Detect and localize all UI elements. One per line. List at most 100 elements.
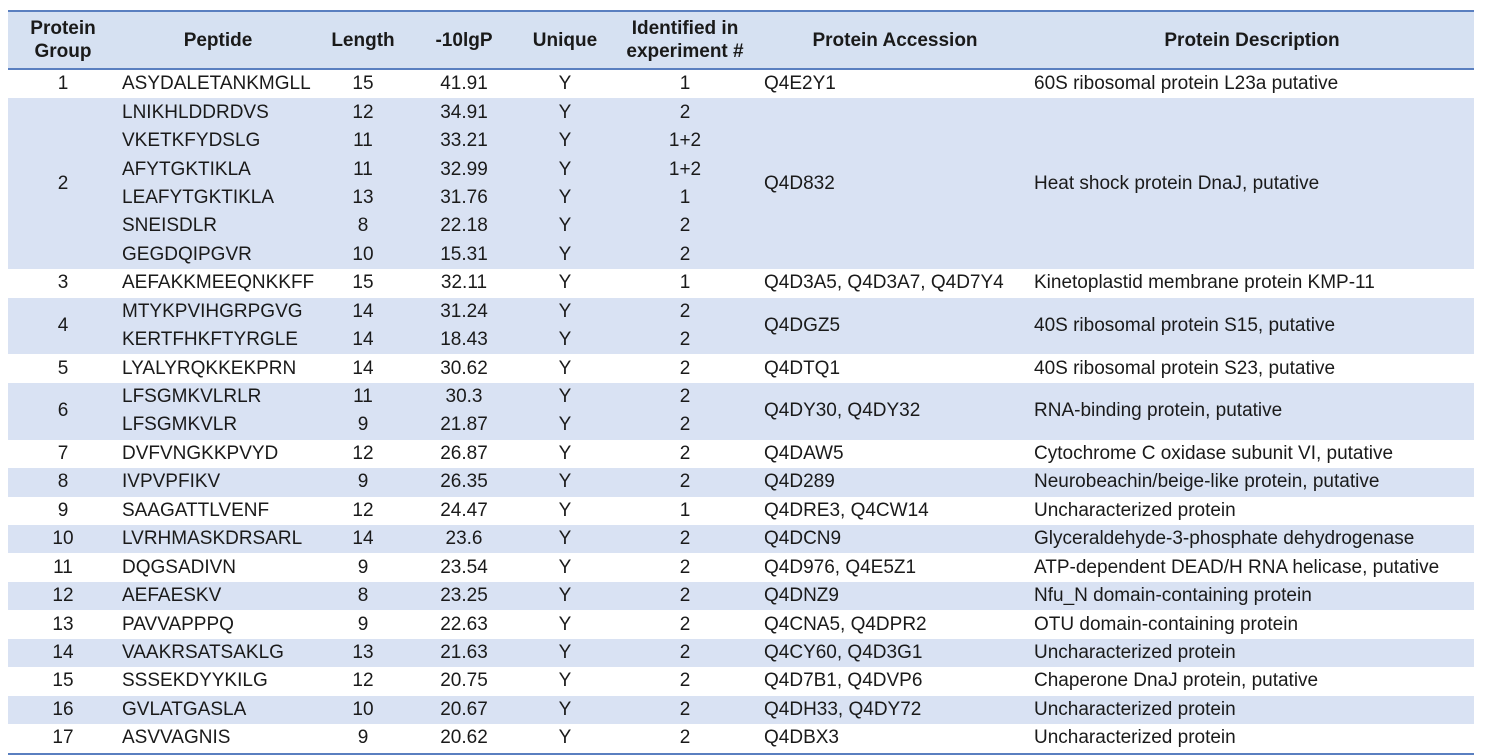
- unique-cell: Y: [520, 638, 610, 668]
- protein-group-cell: 13: [8, 610, 118, 639]
- score-cell: 32.99: [408, 155, 520, 184]
- score-cell: 34.91: [408, 98, 520, 127]
- unique-cell: Y: [520, 695, 610, 725]
- peptide-cell: GVLATGASLA: [118, 695, 318, 725]
- table-row: 5 LYALYRQKKEKPRN 14 30.62 Y 2 Q4DTQ1 40S riboso…: [8, 354, 1474, 383]
- table-row: 9 SAAGATTLVENF 12 24.47 Y 1 Q4DRE3, Q4CW14 Unch…: [8, 496, 1474, 525]
- protein-description-cell: Nfu_N domain-containing protein: [1030, 581, 1474, 611]
- protein-accession-cell: Q4CNA5, Q4DPR2: [760, 610, 1030, 639]
- header-protein-accession: Protein Accession: [760, 10, 1030, 70]
- length-cell: 8: [318, 212, 408, 241]
- table-row: 10 LVRHMASKDRSARL 14 23.6 Y 2 Q4DCN9 Glyceralde…: [8, 525, 1474, 554]
- header-experiment: Identified in experiment #: [610, 10, 760, 70]
- experiment-cell: 2: [610, 695, 760, 725]
- protein-group-cell: 3: [8, 269, 118, 298]
- header-protein-group: Protein Group: [8, 10, 118, 70]
- score-cell: 18.43: [408, 325, 520, 355]
- unique-cell: Y: [520, 439, 610, 469]
- score-cell: 20.75: [408, 667, 520, 696]
- header-peptide: Peptide: [118, 10, 318, 70]
- protein-group-cell: 7: [8, 439, 118, 469]
- peptide-cell: PAVVAPPPQ: [118, 610, 318, 639]
- table-row: 11 DQGSADIVN 9 23.54 Y 2 Q4D976, Q4E5Z1 ATP-dep…: [8, 553, 1474, 582]
- peptide-cell: ASYDALETANKMGLL: [118, 69, 318, 99]
- peptide-cell: LYALYRQKKEKPRN: [118, 354, 318, 383]
- unique-cell: Y: [520, 496, 610, 525]
- peptide-cell: DVFVNGKKPVYD: [118, 439, 318, 469]
- protein-accession-cell: Q4D7B1, Q4DVP6: [760, 667, 1030, 696]
- unique-cell: Y: [520, 183, 610, 213]
- protein-description-cell: Kinetoplastid membrane protein KMP-11: [1030, 269, 1474, 298]
- protein-group-cell: 2: [8, 98, 118, 270]
- experiment-cell: 2: [610, 667, 760, 696]
- table-row: 17 ASVVAGNIS 9 20.62 Y 2 Q4DBX3 Uncharacterized…: [8, 724, 1474, 755]
- protein-description-cell: Neurobeachin/beige-like protein, putativ…: [1030, 468, 1474, 497]
- protein-description-cell: Uncharacterized protein: [1030, 695, 1474, 725]
- unique-cell: Y: [520, 354, 610, 383]
- score-cell: 23.6: [408, 525, 520, 554]
- length-cell: 10: [318, 695, 408, 725]
- experiment-cell: 1: [610, 69, 760, 99]
- protein-group-cell: 6: [8, 382, 118, 440]
- protein-accession-cell: Q4DCN9: [760, 525, 1030, 554]
- protein-accession-cell: Q4DAW5: [760, 439, 1030, 469]
- table-row: 16 GVLATGASLA 10 20.67 Y 2 Q4DH33, Q4DY72 Uncha…: [8, 695, 1474, 725]
- experiment-cell: 2: [610, 610, 760, 639]
- unique-cell: Y: [520, 69, 610, 99]
- score-cell: 15.31: [408, 240, 520, 270]
- peptide-cell: GEGDQIPGVR: [118, 240, 318, 270]
- peptide-cell: VAAKRSATSAKLG: [118, 638, 318, 668]
- protein-description-cell: ATP-dependent DEAD/H RNA helicase, putat…: [1030, 553, 1474, 582]
- length-cell: 11: [318, 382, 408, 412]
- unique-cell: Y: [520, 212, 610, 241]
- table-row: LFSGMKVLR 9 21.87 Y 2: [8, 411, 1474, 440]
- unique-cell: Y: [520, 610, 610, 639]
- protein-accession-cell: Q4DY30, Q4DY32: [760, 382, 1030, 440]
- protein-description-cell: Chaperone DnaJ protein, putative: [1030, 667, 1474, 696]
- peptide-cell: KERTFHKFTYRGLE: [118, 325, 318, 355]
- length-cell: 14: [318, 297, 408, 326]
- unique-cell: Y: [520, 269, 610, 298]
- unique-cell: Y: [520, 325, 610, 355]
- unique-cell: Y: [520, 126, 610, 156]
- length-cell: 9: [318, 411, 408, 440]
- peptide-table: Protein Group Peptide Length -10lgP Uniq…: [8, 10, 1474, 755]
- score-cell: 30.3: [408, 382, 520, 412]
- protein-group-cell: 8: [8, 468, 118, 497]
- peptide-cell: SNEISDLR: [118, 212, 318, 241]
- table-header: Protein Group Peptide Length -10lgP Uniq…: [8, 10, 1474, 70]
- length-cell: 13: [318, 183, 408, 213]
- protein-description-cell: 60S ribosomal protein L23a putative: [1030, 69, 1474, 99]
- peptide-cell: MTYKPVIHGRPGVG: [118, 297, 318, 326]
- score-cell: 33.21: [408, 126, 520, 156]
- protein-description-cell: Uncharacterized protein: [1030, 638, 1474, 668]
- table-row: 12 AEFAESKV 8 23.25 Y 2 Q4DNZ9 Nfu_N domain-con…: [8, 581, 1474, 611]
- protein-group-cell: 11: [8, 553, 118, 582]
- peptide-cell: DQGSADIVN: [118, 553, 318, 582]
- length-cell: 12: [318, 439, 408, 469]
- experiment-cell: 2: [610, 325, 760, 355]
- unique-cell: Y: [520, 724, 610, 755]
- unique-cell: Y: [520, 667, 610, 696]
- score-cell: 32.11: [408, 269, 520, 298]
- experiment-cell: 2: [610, 638, 760, 668]
- table-row: 15 SSSEKDYYKILG 12 20.75 Y 2 Q4D7B1, Q4DVP6 Cha…: [8, 667, 1474, 696]
- experiment-cell: 2: [610, 411, 760, 440]
- score-cell: 31.76: [408, 183, 520, 213]
- score-cell: 23.54: [408, 553, 520, 582]
- experiment-cell: 1+2: [610, 155, 760, 184]
- length-cell: 15: [318, 269, 408, 298]
- peptide-cell: SAAGATTLVENF: [118, 496, 318, 525]
- protein-description-cell: Uncharacterized protein: [1030, 496, 1474, 525]
- peptide-cell: AFYTGKTIKLA: [118, 155, 318, 184]
- length-cell: 11: [318, 126, 408, 156]
- table-row: 8 IVPVPFIKV 9 26.35 Y 2 Q4D289 Neurobeachin/bei…: [8, 468, 1474, 497]
- protein-group-cell: 15: [8, 667, 118, 696]
- experiment-cell: 2: [610, 724, 760, 755]
- experiment-cell: 2: [610, 468, 760, 497]
- experiment-cell: 1+2: [610, 126, 760, 156]
- table-row: 4 MTYKPVIHGRPGVG 14 31.24 Y 2 Q4DGZ5 40S riboso…: [8, 297, 1474, 355]
- score-cell: 30.62: [408, 354, 520, 383]
- length-cell: 10: [318, 240, 408, 270]
- table-row: KERTFHKFTYRGLE 14 18.43 Y 2: [8, 325, 1474, 355]
